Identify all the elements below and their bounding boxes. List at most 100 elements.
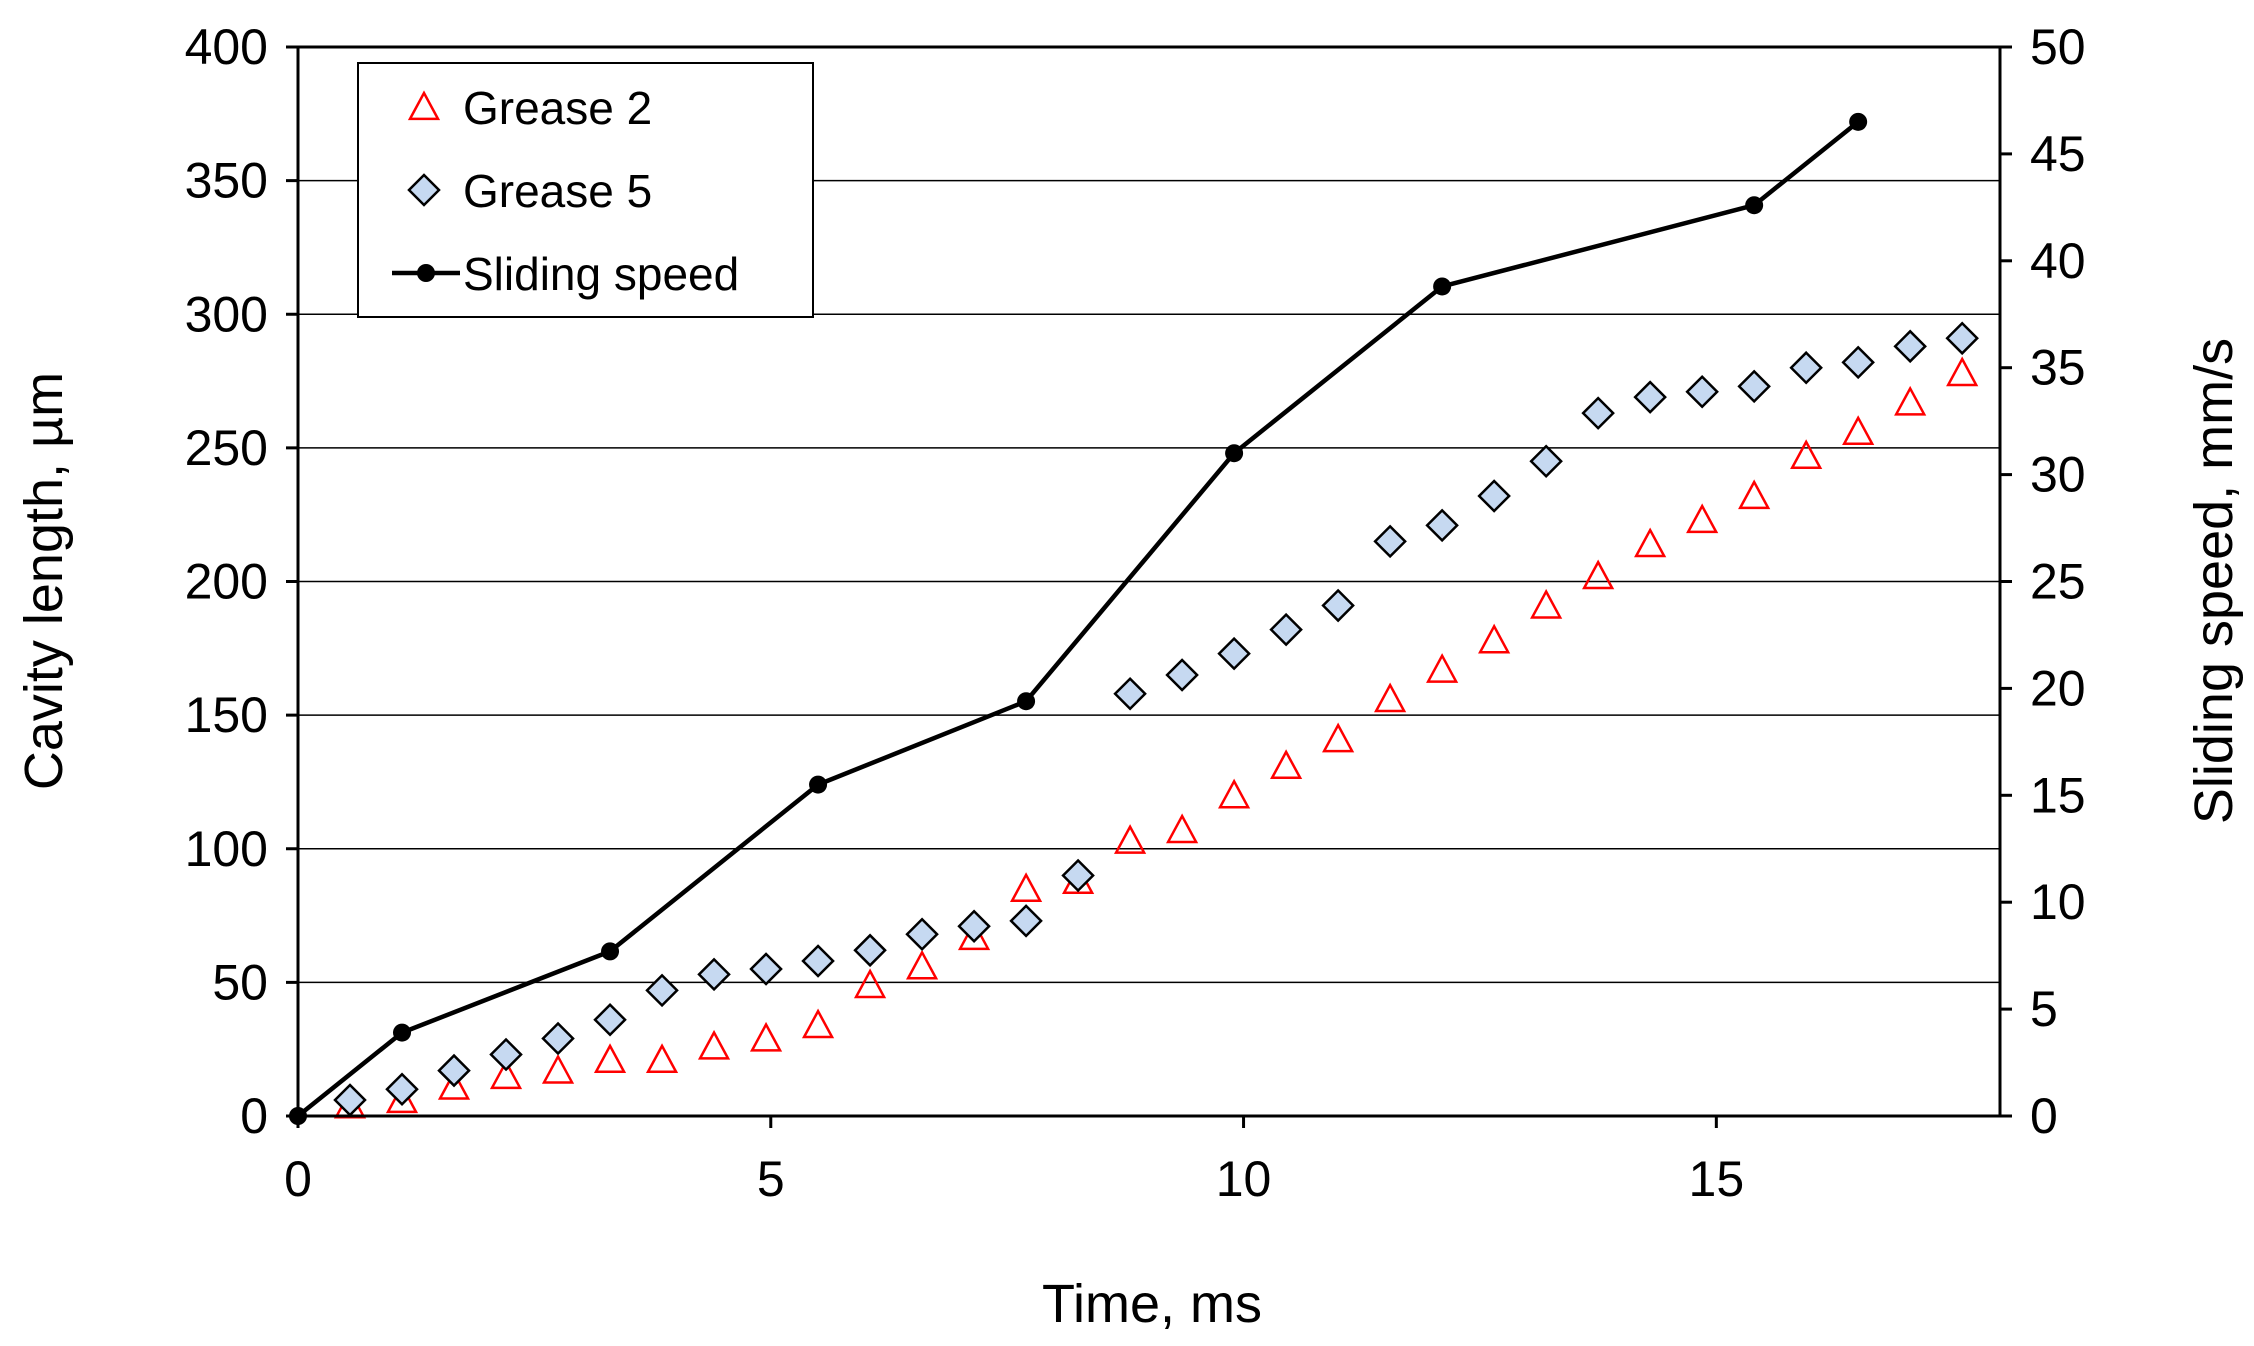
y2-axis-title: Sliding speed, mm/s (2184, 338, 2244, 824)
grease-2-point (1686, 503, 1719, 534)
grease-5-point (749, 952, 783, 986)
series-sliding-speed (289, 112, 1868, 1125)
grease-5-point (905, 917, 939, 952)
x-tick-label-10: 10 (1216, 1151, 1272, 1207)
grease-2-point (905, 949, 939, 980)
y2-tick-label-5: 5 (2030, 981, 2058, 1037)
grease-2-point (1270, 749, 1303, 780)
y2-tick-label-30: 30 (2030, 447, 2086, 503)
grease-5-point (1321, 588, 1355, 623)
grease-2-point (1634, 527, 1667, 558)
legend-label-grease-2: Grease 2 (463, 82, 652, 134)
grease-2-point (541, 1053, 575, 1084)
grease-2-point (1582, 559, 1615, 590)
grease-5-point (1633, 380, 1667, 414)
axes: 0501001502002503003504000510152025303540… (185, 19, 2086, 1207)
grease-2-point (1374, 682, 1407, 713)
grease-5-point (1269, 612, 1303, 647)
grease-2-point (749, 1021, 783, 1052)
sliding-speed-point (809, 775, 828, 794)
grease-5-point (1477, 479, 1511, 513)
grease-2-point (1009, 872, 1043, 902)
grease-5-point (1529, 444, 1563, 479)
y-tick-label-200: 200 (185, 554, 268, 610)
y2-tick-label-10: 10 (2030, 874, 2086, 930)
y-tick-label-50: 50 (212, 954, 268, 1010)
sliding-speed-point (1745, 196, 1764, 215)
grease-2-point (1165, 813, 1199, 844)
grease-2-point (1218, 778, 1251, 809)
plot-data (289, 112, 1979, 1125)
y2-tick-label-35: 35 (2030, 340, 2086, 396)
grease-5-point (1581, 396, 1615, 430)
legend-marker-grease-2 (407, 90, 441, 121)
grease-5-point (1945, 321, 1979, 356)
grease-5-point (1425, 508, 1459, 543)
grease-2-point (1790, 439, 1823, 470)
legend-label-grease-5: Grease 5 (463, 165, 652, 217)
grease-5-point (1009, 904, 1043, 938)
sliding-speed-point (393, 1023, 412, 1042)
grease-5-point (541, 1021, 575, 1056)
grease-2-point (697, 1029, 731, 1060)
y2-tick-label-0: 0 (2030, 1088, 2058, 1144)
y2-tick-label-15: 15 (2030, 767, 2086, 823)
grease-5-point (1685, 374, 1719, 409)
sliding-speed-point (601, 942, 620, 961)
grease-5-point (1841, 345, 1875, 380)
sliding-speed-point (1225, 444, 1244, 463)
grease-5-point (1893, 329, 1927, 364)
grease-2-point (853, 968, 887, 999)
grease-5-point (801, 944, 835, 978)
legend-marker-grease-5 (407, 173, 441, 207)
grease-2-point (1113, 824, 1147, 854)
legend-marker-sliding-speed (417, 264, 435, 282)
grease-5-point (385, 1072, 419, 1107)
grease-5-point (1113, 676, 1147, 711)
grease-2-point (645, 1043, 679, 1074)
x-tick-label-5: 5 (757, 1151, 785, 1207)
series-grease-2 (333, 356, 1979, 1119)
y-tick-label-100: 100 (185, 821, 268, 877)
y-tick-label-150: 150 (185, 687, 268, 743)
grease-5-point (1737, 369, 1771, 404)
grease-2-point (437, 1069, 471, 1100)
sliding-speed-point (1433, 277, 1452, 296)
grease-5-point (1217, 636, 1251, 671)
y-tick-label-0: 0 (240, 1088, 268, 1144)
grease-2-point (1894, 385, 1927, 416)
grease-5-point (437, 1053, 471, 1088)
y2-tick-label-40: 40 (2030, 233, 2086, 289)
grease-5-point (1061, 858, 1095, 893)
sliding-speed-point (1017, 692, 1036, 711)
x-tick-label-15: 15 (1689, 1151, 1745, 1207)
x-axis-title: Time, ms (1042, 1274, 1262, 1334)
grease-5-point (1165, 658, 1199, 692)
grease-2-point (1946, 356, 1979, 387)
legend: Grease 2 Grease 5 Sliding speed (357, 62, 814, 318)
y2-tick-label-20: 20 (2030, 660, 2086, 716)
grease-5-point (957, 909, 991, 944)
grease-5-point (489, 1037, 523, 1072)
y-tick-label-300: 300 (185, 286, 268, 342)
grease-2-point (1738, 479, 1771, 510)
series-grease-5 (333, 321, 1979, 1117)
grease-2-point (489, 1059, 523, 1090)
y2-tick-label-45: 45 (2030, 126, 2086, 182)
grease-2-point (1426, 653, 1459, 683)
grease-5-point (645, 973, 679, 1008)
grease-2-point (1478, 623, 1511, 654)
x-tick-label-0: 0 (284, 1151, 312, 1207)
y-tick-label-250: 250 (185, 420, 268, 476)
grease-5-point (593, 1003, 627, 1037)
sliding-speed-point (1849, 112, 1868, 131)
grease-2-point (1530, 588, 1563, 619)
y2-tick-label-50: 50 (2030, 19, 2086, 75)
grease-5-point (1789, 350, 1823, 385)
grease-5-point (1373, 524, 1407, 559)
grease-5-point (853, 933, 887, 968)
y-tick-label-350: 350 (185, 153, 268, 209)
grease-2-point (801, 1008, 835, 1039)
legend-label-sliding-speed: Sliding speed (463, 248, 739, 300)
